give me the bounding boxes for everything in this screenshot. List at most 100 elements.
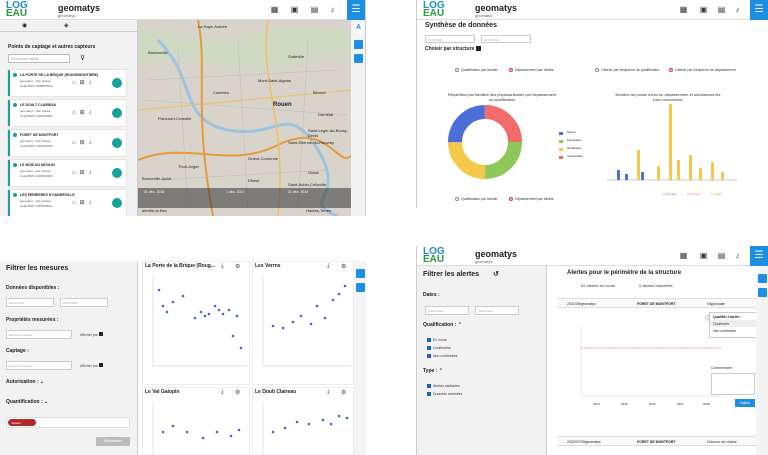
- download-icon[interactable]: ⤓: [221, 389, 224, 395]
- search-input[interactable]: Recherche rapide: [8, 54, 70, 63]
- stats-icon[interactable]: ▤: [310, 5, 319, 14]
- dashboard-icon[interactable]: ▣: [699, 5, 708, 14]
- axis-tick: 2018: [703, 402, 710, 406]
- structure-dropdown[interactable]: [475, 46, 481, 52]
- card-actions[interactable]: ⌂⊞♪: [72, 170, 96, 176]
- checkbox-alertes-sanitaires[interactable]: Alertes sanitaires: [427, 384, 460, 389]
- sensor-card[interactable]: FORET DE MONTFORT geomatys - Non classé Co…: [8, 130, 126, 156]
- menu-button[interactable]: ☰: [750, 0, 768, 20]
- layers-tool-icon[interactable]: [354, 40, 363, 49]
- download-icon[interactable]: ⤓: [327, 389, 330, 395]
- synthesis-panel: LOG EAU geomatys geomatys ▦ ▣ ▤ ♪ ☰ Synth…: [416, 0, 768, 208]
- toggle-button[interactable]: [112, 168, 122, 178]
- settings-icon[interactable]: ⚙: [235, 390, 241, 396]
- tag-field[interactable]: [6, 417, 130, 428]
- sensor-card[interactable]: LA PORTE DE LA BRIQUE (ROUGEMONTIERE) geo…: [8, 70, 126, 96]
- stats-icon[interactable]: ▤: [717, 5, 726, 14]
- menu-button[interactable]: ☰: [750, 246, 768, 266]
- tool-icon[interactable]: [758, 274, 767, 283]
- settings-all-icon[interactable]: [356, 283, 365, 292]
- text-tool-icon[interactable]: A: [354, 24, 363, 33]
- radio-freq-dep[interactable]: Obtenir par fréquence de dépassement: [669, 68, 736, 73]
- sensor-card[interactable]: LE DOULT CLAIREAU geomatys - Non classé Co…: [8, 100, 126, 126]
- quantification-toggle[interactable]: Quantification : ⌄: [6, 399, 49, 405]
- map-icon[interactable]: ▦: [679, 251, 688, 260]
- qualification-toggle[interactable]: Qualification : ⌃: [423, 322, 462, 328]
- logo: LOG EAU: [423, 246, 445, 265]
- reset-button[interactable]: Réinitialiser: [96, 437, 130, 446]
- map-icon[interactable]: ▦: [270, 5, 279, 14]
- display-by[interactable]: Afficher par: [80, 363, 103, 368]
- download-icon[interactable]: ⤓: [327, 263, 330, 269]
- dashboard-icon[interactable]: ▣: [290, 5, 299, 14]
- checkbox-non-confirmees[interactable]: Non confirmées: [427, 354, 458, 359]
- settings-icon[interactable]: ⚙: [341, 264, 347, 270]
- capture-search-input[interactable]: Recherche rapide: [6, 361, 72, 370]
- card-actions[interactable]: ⌂⊞♪: [72, 110, 96, 116]
- settings-icon[interactable]: ⚙: [341, 390, 347, 396]
- breadcrumb: geomatys: [475, 259, 493, 264]
- sensor-card[interactable]: LE BOIS DU MOULIN geomatys - Non classé Co…: [8, 160, 126, 186]
- comment-textarea[interactable]: [711, 373, 755, 395]
- radio-freq-qual[interactable]: Obtenir par fréquence de qualification: [595, 68, 659, 73]
- settings-icon[interactable]: ⚙: [235, 264, 241, 270]
- autorisation-toggle[interactable]: Autorisation : ⌄: [6, 379, 45, 385]
- download-icon[interactable]: ⤓: [221, 263, 224, 269]
- toggle-button[interactable]: [112, 198, 122, 208]
- checkbox-donnees-amenees[interactable]: Données amenées: [427, 392, 462, 397]
- download-all-icon[interactable]: [356, 269, 365, 278]
- validate-button[interactable]: Valider: [735, 399, 755, 407]
- filter-label: Captage :: [6, 348, 29, 354]
- toggle-button[interactable]: [112, 138, 122, 148]
- bell-icon[interactable]: ♪: [735, 5, 740, 14]
- stats-icon[interactable]: ▤: [717, 251, 726, 260]
- option-confirmee[interactable]: Confirmée: [710, 320, 756, 327]
- card-actions[interactable]: ⌂⊞♪: [72, 140, 96, 146]
- comment-label: Commentaire :: [711, 366, 734, 370]
- card-actions[interactable]: ⌂⊞♪: [72, 80, 96, 86]
- radio-qual-family[interactable]: Qualification par famille: [455, 68, 497, 73]
- toggle-button[interactable]: [112, 78, 122, 88]
- property-search-input[interactable]: Recherche rapide: [6, 330, 72, 339]
- share-tool-icon[interactable]: [354, 54, 363, 63]
- card-actions[interactable]: ⌂⊞♪: [72, 200, 96, 206]
- checkbox-en-cours[interactable]: En cours: [427, 338, 447, 343]
- sidebar-tabs: ◉ ◈: [0, 20, 137, 32]
- page-title: Synthèse de données: [425, 22, 497, 29]
- date-from-input[interactable]: 01/01/2013: [6, 298, 54, 307]
- checkbox-confirmees[interactable]: Confirmées: [427, 346, 451, 351]
- map-icon[interactable]: ▦: [679, 5, 688, 14]
- date-to-input[interactable]: 31/12/2021: [481, 35, 531, 43]
- menu-button[interactable]: ☰: [347, 0, 365, 20]
- date-from-input[interactable]: 01/01/2015: [425, 35, 475, 43]
- sensor-sidebar: ◉ ◈ Points de captage et autres capteurs …: [0, 20, 138, 216]
- toggle-button[interactable]: [112, 108, 122, 118]
- date-to-input[interactable]: Inactif Date: [475, 306, 519, 315]
- option-non-confirmee[interactable]: Non confirmée: [713, 328, 736, 333]
- tag-nitrates[interactable]: nitrates: [8, 419, 36, 426]
- filter-icon[interactable]: ⊽: [80, 55, 86, 62]
- radio-qual-family-bottom[interactable]: Qualification par famille: [455, 197, 497, 202]
- filter-label: Propriétés mesurées :: [6, 317, 59, 323]
- radio-dep-family[interactable]: Dépassement par famille: [509, 68, 554, 73]
- bell-icon[interactable]: ♪: [735, 251, 740, 260]
- sensor-card[interactable]: LES FERRIERES D'ONDREVILLE geomatys - Non…: [8, 190, 126, 216]
- date-to-input[interactable]: 26/01/2023: [60, 298, 108, 307]
- ongoing-alerts[interactable]: 52 alertes en cours: [581, 283, 616, 288]
- tool-icon[interactable]: [758, 288, 767, 297]
- bell-icon[interactable]: ♪: [330, 5, 335, 14]
- map-label: Sotteville: [288, 54, 305, 59]
- alert-row[interactable]: 2021/09/geomatys FORET DE MONTFORT Glyphos…: [557, 298, 757, 308]
- location-icon[interactable]: ◉: [22, 23, 28, 29]
- dashboard-icon[interactable]: ▣: [699, 251, 708, 260]
- map-label: Grand-Couronne: [248, 156, 279, 161]
- reset-icon[interactable]: ↺: [492, 271, 499, 278]
- historic-alerts[interactable]: 0 alertes historiées: [639, 283, 673, 288]
- layers-icon[interactable]: ◈: [64, 23, 69, 29]
- alert-row[interactable]: 2022/07/09/geomatys FORET DE MONTFORT Chlo…: [557, 436, 757, 446]
- date-from-input[interactable]: Inactif Date: [425, 306, 469, 315]
- radio-dep-family-bottom[interactable]: Dépassement par famille: [509, 197, 554, 202]
- display-by[interactable]: Afficher par: [80, 332, 103, 337]
- type-toggle[interactable]: Type : ⌃: [423, 368, 443, 374]
- map-canvas[interactable]: La Haye-Aubrée Bardouville Sotteville Mo…: [138, 20, 352, 216]
